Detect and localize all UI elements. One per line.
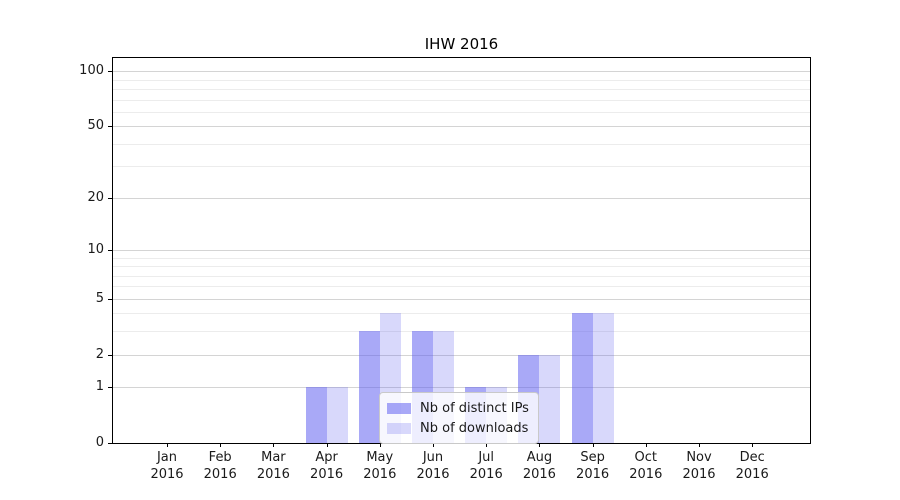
x-tick-label: Jan 2016 — [137, 449, 197, 483]
x-tick — [592, 443, 594, 447]
x-tick-month: Aug — [526, 450, 553, 465]
y-major-gridline — [113, 249, 810, 251]
x-tick-label: Oct 2016 — [616, 449, 676, 483]
x-tick-month: Nov — [686, 450, 712, 465]
y-major-gridline — [113, 126, 810, 128]
x-tick — [752, 443, 754, 447]
x-tick-label: Nov 2016 — [669, 449, 729, 483]
bar-may-distinct-ips — [358, 331, 380, 443]
y-minor-gridline — [113, 99, 810, 101]
legend-swatch-distinct-ips — [387, 402, 411, 414]
x-tick-year: 2016 — [310, 467, 344, 482]
y-minor-gridline — [113, 286, 810, 288]
x-tick-year: 2016 — [203, 467, 237, 482]
y-tick-label: 5 — [95, 290, 104, 306]
x-tick-label: Feb 2016 — [190, 449, 250, 483]
x-tick-month: May — [366, 450, 394, 465]
x-tick — [379, 443, 381, 447]
x-tick-month: Jan — [156, 450, 178, 465]
x-tick-month: Apr — [315, 450, 338, 465]
x-tick-label: Apr 2016 — [297, 449, 357, 483]
bar-sep-downloads — [592, 313, 614, 443]
y-minor-gridline — [113, 257, 810, 259]
x-tick — [433, 443, 434, 447]
x-tick-year: 2016 — [416, 467, 450, 482]
legend-label-distinct-ips: Nb of distinct IPs — [420, 400, 529, 416]
y-tick — [108, 126, 113, 128]
y-minor-gridline — [113, 166, 810, 168]
x-tick-label: May 2016 — [350, 449, 410, 483]
legend: Nb of distinct IPs Nb of downloads — [379, 392, 539, 444]
y-tick-label: 50 — [87, 118, 104, 134]
x-tick — [486, 443, 488, 447]
x-tick-year: 2016 — [576, 467, 610, 482]
y-major-gridline — [113, 354, 810, 356]
x-tick-year: 2016 — [150, 467, 184, 482]
x-tick-label: Mar 2016 — [243, 449, 303, 483]
x-tick-month: Oct — [634, 450, 658, 465]
y-major-gridline — [113, 298, 810, 300]
bar-sep-distinct-ips — [571, 313, 593, 443]
x-tick-month: Jul — [478, 450, 495, 465]
x-tick-year: 2016 — [629, 467, 663, 482]
y-tick — [108, 387, 113, 389]
y-tick — [108, 354, 113, 356]
x-tick-year: 2016 — [682, 467, 716, 482]
x-tick — [539, 443, 541, 447]
y-tick-label: 100 — [79, 63, 104, 79]
y-tick-label: 20 — [87, 189, 104, 205]
x-tick — [326, 443, 328, 447]
legend-item-downloads: Nb of downloads — [387, 418, 529, 438]
x-tick-label: Dec 2016 — [722, 449, 782, 483]
legend-swatch-downloads — [387, 422, 411, 434]
legend-item-distinct-ips: Nb of distinct IPs — [387, 398, 529, 418]
y-tick-label: 10 — [87, 241, 104, 257]
y-minor-gridline — [113, 331, 810, 333]
x-tick-month: Sep — [580, 450, 605, 465]
x-tick-label: Aug 2016 — [509, 449, 569, 483]
x-tick-month: Dec — [739, 450, 765, 465]
y-tick-label: 1 — [95, 379, 104, 395]
bar-apr-distinct-ips — [305, 387, 327, 443]
x-tick-year: 2016 — [735, 467, 769, 482]
y-minor-gridline — [113, 275, 810, 277]
chart-title: IHW 2016 — [424, 35, 499, 53]
y-tick — [108, 71, 113, 73]
x-tick — [167, 443, 168, 447]
legend-label-downloads: Nb of downloads — [420, 420, 529, 436]
y-minor-gridline — [113, 111, 810, 113]
bar-aug-downloads — [539, 354, 561, 443]
x-tick-label: Sep 2016 — [563, 449, 623, 483]
x-tick-year: 2016 — [256, 467, 290, 482]
x-tick-month: Mar — [261, 450, 286, 465]
y-major-gridline — [113, 387, 810, 389]
x-tick — [273, 443, 275, 447]
x-tick — [220, 443, 222, 447]
plot-area: Nb of distinct IPs Nb of downloads — [112, 57, 811, 444]
y-minor-gridline — [113, 89, 810, 90]
x-tick-month: Feb — [208, 450, 232, 465]
y-minor-gridline — [113, 143, 810, 145]
x-tick-month: Jun — [422, 450, 444, 465]
x-tick — [645, 443, 647, 447]
x-tick — [699, 443, 700, 447]
x-tick-label: Jul 2016 — [456, 449, 516, 483]
y-minor-gridline — [113, 79, 810, 81]
x-tick-year: 2016 — [363, 467, 397, 482]
x-tick-year: 2016 — [469, 467, 503, 482]
x-tick-year: 2016 — [522, 467, 556, 482]
y-major-gridline — [113, 71, 810, 73]
y-tick — [108, 197, 113, 199]
y-tick — [108, 298, 113, 300]
x-tick-label: Jun 2016 — [403, 449, 463, 483]
y-major-gridline — [113, 197, 810, 199]
bar-apr-downloads — [326, 387, 348, 443]
y-tick — [108, 249, 113, 251]
y-tick-label: 2 — [95, 346, 104, 362]
y-tick-label: 0 — [95, 435, 104, 450]
y-minor-gridline — [113, 313, 810, 315]
y-tick — [108, 443, 113, 444]
y-minor-gridline — [113, 266, 810, 267]
